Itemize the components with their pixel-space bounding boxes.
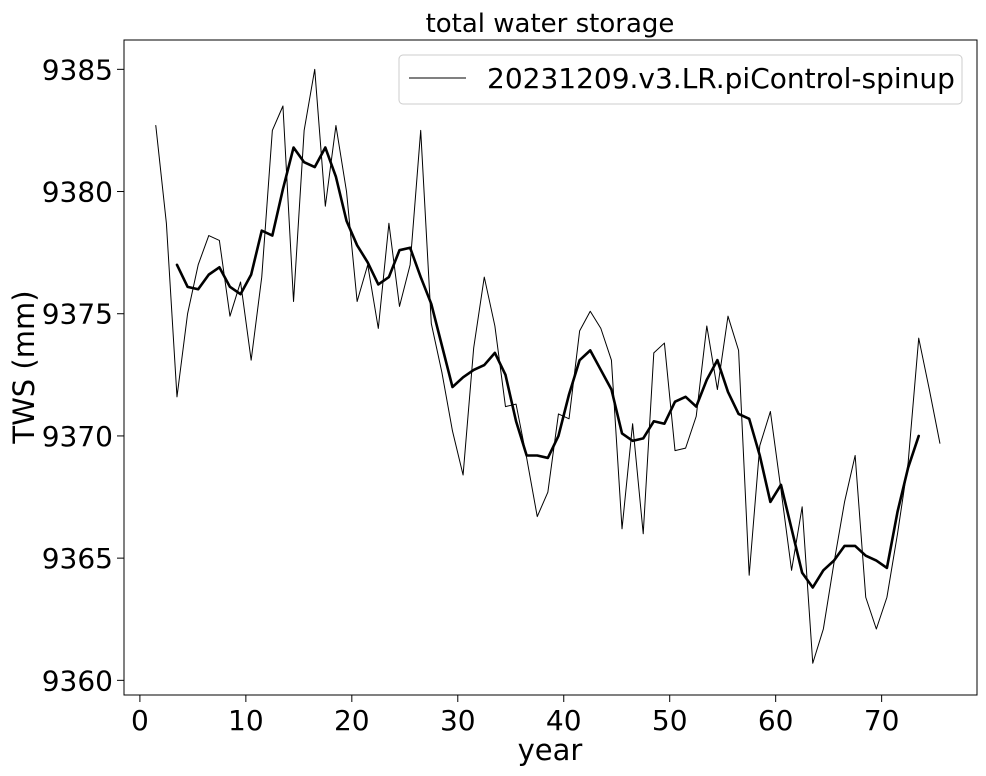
x-tick-label: 70 (864, 704, 900, 737)
chart-title: total water storage (426, 9, 675, 39)
x-tick-label: 40 (546, 704, 582, 737)
series-layer (155, 68, 941, 664)
y-tick-label: 9380 (42, 176, 113, 209)
x-axis-label: year (518, 733, 583, 767)
x-tick-label: 0 (131, 704, 149, 737)
y-tick-label: 9360 (42, 664, 113, 697)
legend-entry-label: 20231209.v3.LR.piControl-spinup (487, 62, 955, 95)
legend-box (398, 54, 963, 105)
legend: 20231209.v3.LR.piControl-spinup (398, 54, 963, 105)
x-tick-label: 20 (334, 704, 370, 737)
y-tick-label: 9375 (42, 298, 113, 331)
series-line-smoothed (175, 146, 921, 589)
x-tick-label: 10 (228, 704, 264, 737)
x-tick-label: 60 (758, 704, 794, 737)
x-axis: 0 10 20 30 40 50 60 70 (131, 695, 899, 737)
x-tick-label: 30 (440, 704, 476, 737)
y-tick-label: 9370 (42, 420, 113, 453)
y-tick-label: 9365 (42, 542, 113, 575)
plot-frame (123, 39, 978, 696)
y-axis: 9360 9365 9370 9375 9380 9385 (42, 53, 124, 697)
y-axis-label: TWS (mm) (7, 290, 41, 444)
y-tick-label: 9385 (42, 53, 113, 86)
x-tick-label: 50 (652, 704, 688, 737)
